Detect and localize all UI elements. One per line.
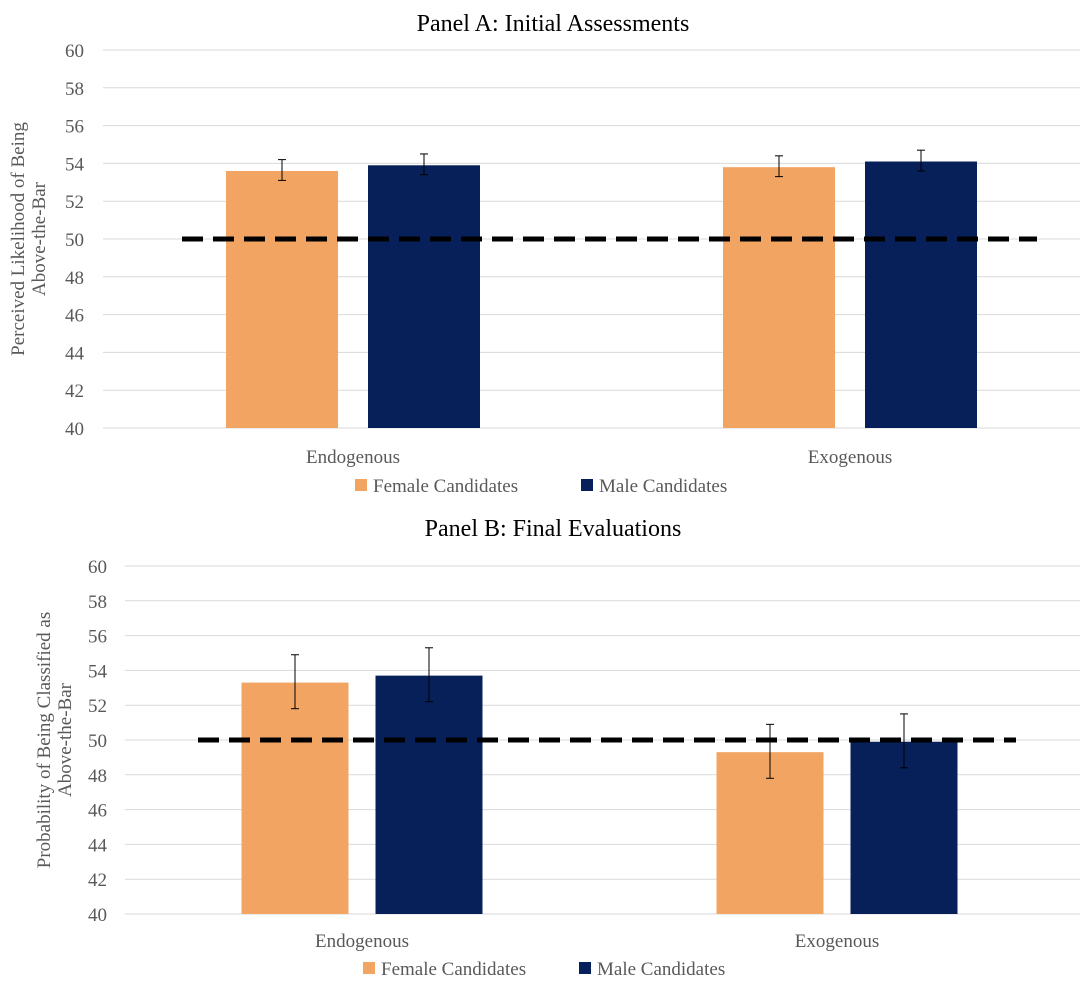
y-axis-label-line: Perceived Likelihood of Being bbox=[8, 122, 29, 356]
y-tick-label: 44 bbox=[88, 835, 108, 856]
y-tick-label: 48 bbox=[65, 268, 84, 289]
y-tick-label: 56 bbox=[88, 627, 107, 648]
y-tick-label: 44 bbox=[65, 343, 85, 364]
y-tick-label: 40 bbox=[65, 419, 84, 440]
y-tick-label: 60 bbox=[65, 41, 84, 62]
bar-female-exogenous bbox=[716, 752, 824, 914]
y-tick-label: 46 bbox=[88, 801, 107, 822]
legend-swatch-female bbox=[355, 479, 367, 491]
y-tick-label: 60 bbox=[88, 557, 107, 578]
y-tick-label: 54 bbox=[88, 661, 108, 682]
bar-male-exogenous bbox=[865, 161, 977, 428]
legend-label-female: Female Candidates bbox=[381, 959, 526, 980]
error-bar-female-endogenous bbox=[278, 159, 286, 181]
legend: Female Candidates Male Candidates bbox=[363, 959, 725, 980]
legend-swatch-male bbox=[579, 962, 591, 974]
chart-panel-a: Panel A: Initial Assessments 40 42 44 46 48 50… bbox=[8, 11, 1080, 497]
y-tick-label: 52 bbox=[88, 696, 107, 717]
bar-male-endogenous bbox=[375, 675, 483, 914]
y-tick-label: 46 bbox=[65, 306, 84, 327]
y-axis-label: Perceived Likelihood of BeingAbove-the-B… bbox=[8, 122, 50, 356]
y-tick-label: 58 bbox=[65, 79, 84, 100]
legend-swatch-male bbox=[581, 479, 593, 491]
legend-label-male: Male Candidates bbox=[597, 959, 725, 980]
bar-male-endogenous bbox=[368, 165, 480, 429]
y-tick-label: 40 bbox=[88, 905, 107, 926]
chart-title: Panel B: Final Evaluations bbox=[425, 516, 682, 542]
y-axis-label-line: Above-the-Bar bbox=[55, 682, 76, 797]
y-axis-label: Probability of Being Classified asAbove-… bbox=[34, 612, 76, 868]
y-tick-label: 56 bbox=[65, 117, 84, 138]
error-bar-male-exogenous bbox=[900, 713, 908, 769]
y-axis-label-line: Above-the-Bar bbox=[29, 181, 50, 296]
error-bar-male-endogenous bbox=[420, 153, 428, 176]
chart-panel-b: Panel B: Final Evaluations 40 42 44 46 48 50 52… bbox=[34, 516, 1080, 980]
error-bar-female-exogenous bbox=[775, 155, 783, 178]
y-tick-label: 42 bbox=[65, 381, 84, 402]
bar-female-endogenous bbox=[241, 682, 349, 914]
error-bar-male-exogenous bbox=[917, 149, 925, 172]
error-bar-female-endogenous bbox=[291, 654, 299, 710]
chart-title: Panel A: Initial Assessments bbox=[417, 11, 690, 37]
bar-female-endogenous bbox=[226, 170, 338, 428]
y-tick-label: 52 bbox=[65, 192, 84, 213]
legend-label-male: Male Candidates bbox=[599, 476, 727, 497]
y-tick-label: 58 bbox=[88, 592, 107, 613]
x-category-label: Exogenous bbox=[795, 931, 879, 952]
y-axis-label-line: Probability of Being Classified as bbox=[34, 612, 55, 868]
legend: Female Candidates Male Candidates bbox=[355, 476, 727, 497]
y-tick-label: 50 bbox=[65, 230, 84, 251]
legend-swatch-female bbox=[363, 962, 375, 974]
bar-female-exogenous bbox=[723, 167, 835, 428]
bar-male-exogenous bbox=[850, 741, 958, 914]
y-tick-label: 48 bbox=[88, 766, 107, 787]
y-tick-label: 42 bbox=[88, 870, 107, 891]
legend-label-female: Female Candidates bbox=[373, 476, 518, 497]
y-tick-label: 54 bbox=[65, 154, 85, 175]
x-category-label: Endogenous bbox=[306, 447, 400, 468]
error-bar-female-exogenous bbox=[766, 723, 774, 779]
error-bar-male-endogenous bbox=[425, 647, 433, 703]
y-tick-label: 50 bbox=[88, 731, 107, 752]
x-category-label: Endogenous bbox=[315, 931, 409, 952]
x-category-label: Exogenous bbox=[808, 447, 892, 468]
